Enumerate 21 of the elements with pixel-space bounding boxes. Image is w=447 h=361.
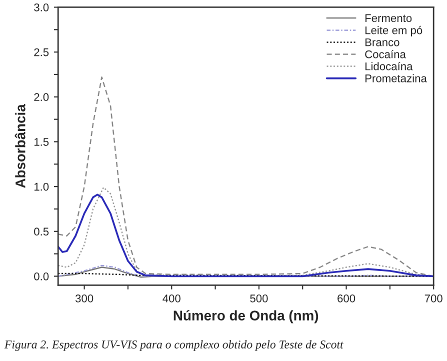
legend-label: Leite em pó bbox=[365, 26, 422, 36]
y-tick-label: 0.0 bbox=[34, 272, 49, 280]
text: Figura 2. Espectros UV-VIS para o complexo obtido pelo Teste de Scott bbox=[4, 340, 344, 351]
x-tick-label: 700 bbox=[424, 294, 442, 302]
legend-label: Prometazina bbox=[365, 74, 427, 82]
y-axis-title: Absorbância bbox=[14, 104, 26, 188]
y-tick-label: 0.5 bbox=[34, 228, 49, 236]
x-axis-title: Número de Onda (nm) bbox=[174, 310, 318, 324]
y-tick-label: 3.0 bbox=[34, 3, 49, 12]
x-tick-label: 300 bbox=[75, 294, 94, 302]
x-tick-label: 400 bbox=[162, 294, 180, 302]
legend-label: Fermento bbox=[365, 14, 412, 22]
x-tick-label: 600 bbox=[338, 294, 356, 302]
legend-label: Lidocaína bbox=[365, 62, 413, 70]
legend-label: Branco bbox=[365, 38, 400, 46]
y-tick-label: 2.0 bbox=[34, 93, 49, 102]
y-tick-label: 2.5 bbox=[34, 48, 49, 56]
y-tick-label: 1.0 bbox=[34, 182, 49, 191]
legend-label: Cocaína bbox=[365, 50, 406, 58]
x-tick-label: 500 bbox=[250, 294, 268, 302]
y-tick-label: 1.5 bbox=[34, 138, 49, 146]
